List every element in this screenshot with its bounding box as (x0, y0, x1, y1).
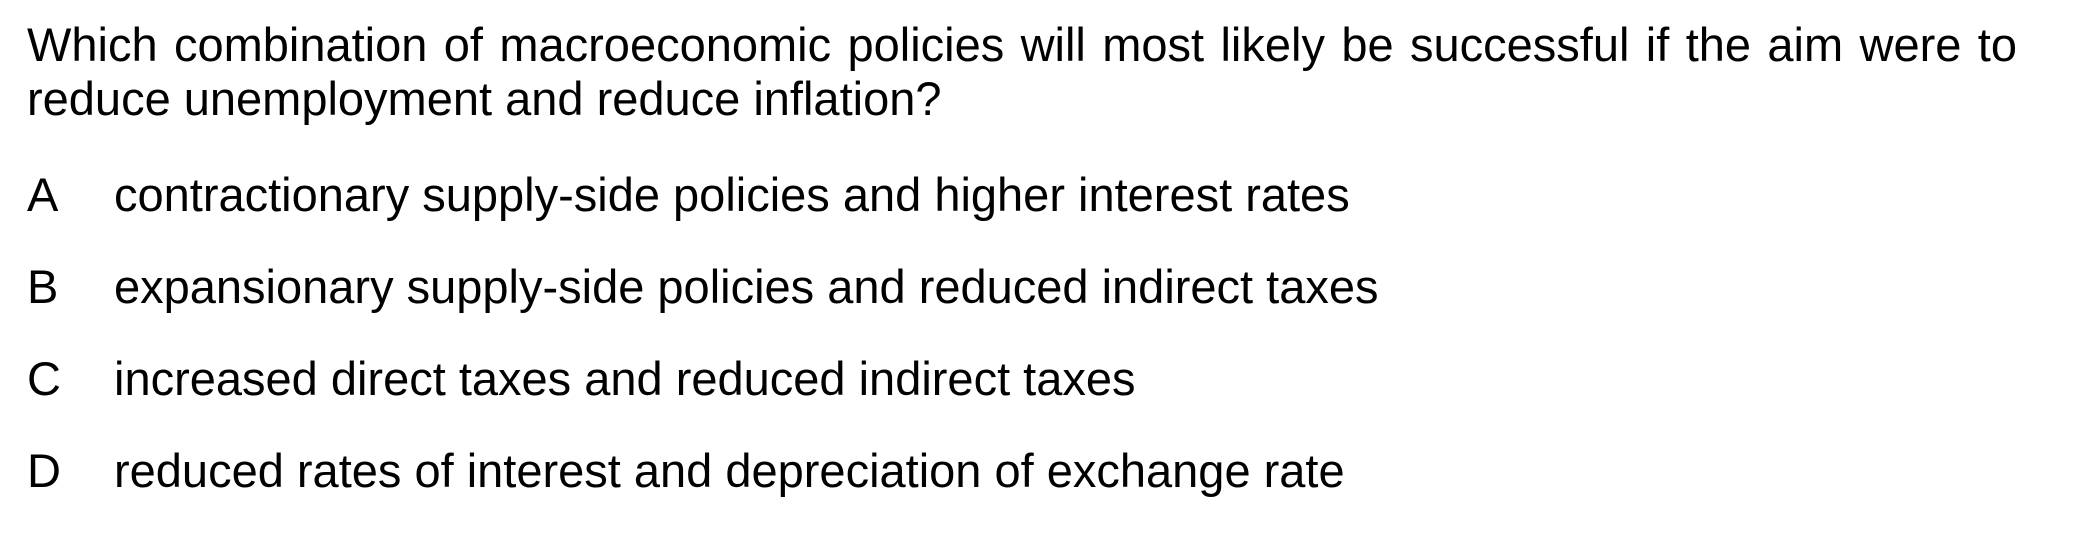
option-text: increased direct taxes and reduced indir… (114, 352, 1136, 405)
answer-options: A contractionary supply-side policies an… (27, 168, 1379, 536)
question-line-1: Which combination of macroeconomic polic… (27, 18, 2017, 71)
option-letter: D (27, 444, 61, 497)
option-d[interactable]: D reduced rates of interest and deprecia… (27, 444, 1379, 536)
option-c[interactable]: C increased direct taxes and reduced ind… (27, 352, 1379, 444)
option-text: reduced rates of interest and depreciati… (114, 444, 1345, 497)
question-line-2: reduce unemployment and reduce inflation… (27, 72, 942, 125)
option-a[interactable]: A contractionary supply-side policies an… (27, 168, 1379, 260)
option-letter: A (27, 168, 59, 221)
question-text: Which combination of macroeconomic polic… (27, 18, 2017, 126)
option-letter: C (27, 352, 61, 405)
option-b[interactable]: B expansionary supply-side policies and … (27, 260, 1379, 352)
option-text: expansionary supply-side policies and re… (114, 260, 1379, 313)
option-letter: B (27, 260, 59, 313)
option-text: contractionary supply-side policies and … (114, 168, 1350, 221)
